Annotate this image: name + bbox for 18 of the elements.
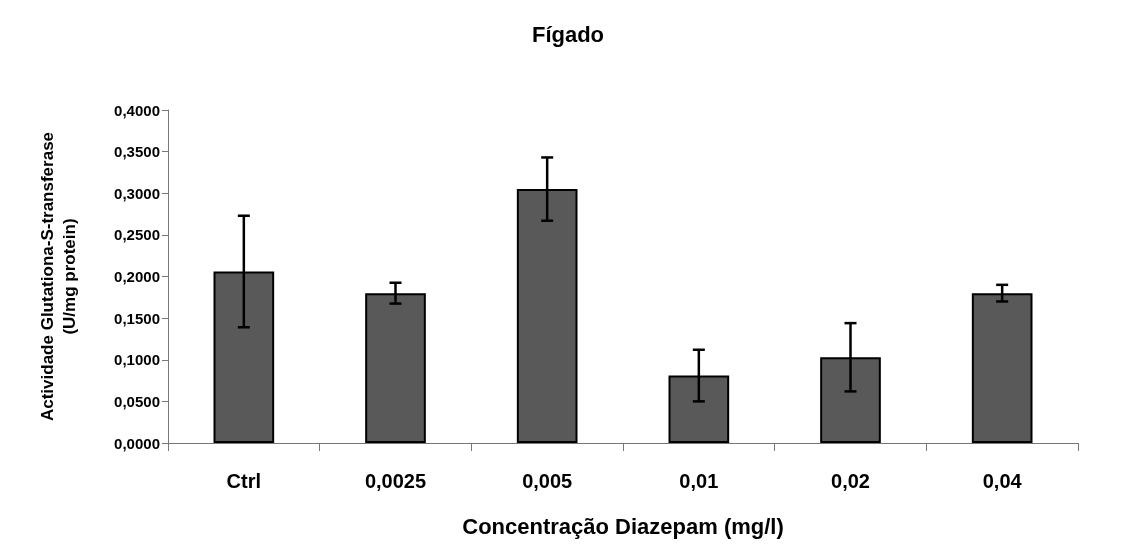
y-tick-label: 0,0500 <box>114 392 160 410</box>
x-tick-label: 0,005 <box>522 470 573 492</box>
y-tick-label: 0,1500 <box>114 309 160 327</box>
x-tick-label: 0,0025 <box>364 470 427 492</box>
y-tick-label: 0,4000 <box>114 101 160 119</box>
x-tick-label: 0,04 <box>982 470 1023 492</box>
y-tick-label: 0,1000 <box>114 351 160 369</box>
y-tick-label: 0,2500 <box>114 226 160 244</box>
y-tick-label: 0,2000 <box>114 268 160 285</box>
chart-title: Fígado <box>531 21 605 47</box>
y-tick-label: 0,0000 <box>114 434 160 452</box>
y-tick-label: 0,3000 <box>114 184 160 202</box>
y-axis-title: Actividade Glutationa-S-transferase (U/mg protein) <box>37 131 79 422</box>
x-tick-label: Ctrl <box>226 470 262 492</box>
x-axis-title: Concentração Diazepam (mg/l) <box>462 513 784 539</box>
x-tick-label: 0,01 <box>679 470 719 492</box>
x-tick-label: 0,02 <box>831 470 870 492</box>
y-tick-label: 0,3500 <box>114 143 160 161</box>
